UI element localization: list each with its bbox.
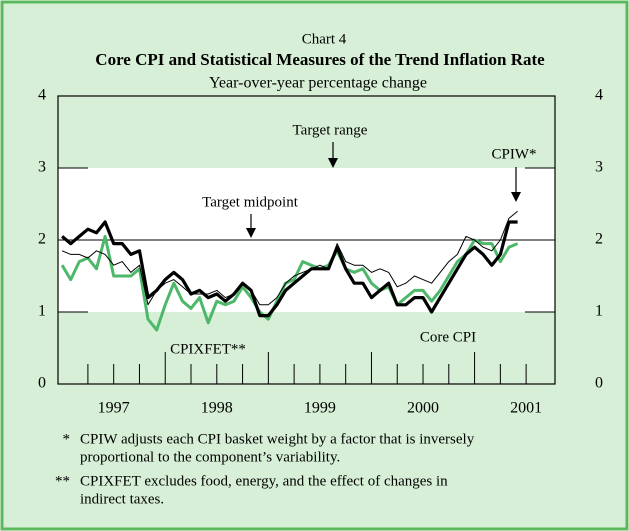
series-line <box>61 220 518 318</box>
y2-tick-label: 2 <box>595 231 603 248</box>
arrow <box>246 214 256 238</box>
note-marker: ** <box>55 473 70 489</box>
note-text: proportional to the component’s variabil… <box>80 449 340 465</box>
arrow <box>511 167 521 202</box>
arrow <box>328 142 338 168</box>
notes: * CPIW adjusts each CPI basket weight by … <box>55 431 475 507</box>
annotation: Target midpoint <box>202 194 299 210</box>
x-tick-label: 1997 <box>98 400 130 417</box>
series-line <box>60 234 519 332</box>
y-tick-label: 1 <box>38 303 46 320</box>
x-tick-label: 1998 <box>201 400 233 417</box>
y-tick-label: 4 <box>38 87 46 104</box>
chart-subtitle: Year-over-year percentage change <box>209 75 427 92</box>
y-tick-label: 3 <box>38 159 46 176</box>
x-tick-label: 2001 <box>510 400 542 417</box>
series-label: CPIW* <box>492 146 537 162</box>
y-tick-label: 2 <box>38 231 46 248</box>
chart-label: Chart 4 <box>302 31 347 47</box>
annotation: Target range <box>293 122 368 138</box>
series-line <box>61 210 518 306</box>
y2-tick-label: 0 <box>595 375 603 392</box>
series-label: CPIXFET** <box>170 341 246 357</box>
note-marker: * <box>63 431 71 447</box>
y-tick-label: 0 <box>38 375 46 392</box>
x-tick-label: 1999 <box>304 400 336 417</box>
x-tick-label: 2000 <box>407 400 439 417</box>
y2-tick-label: 4 <box>595 87 603 104</box>
y2-tick-label: 1 <box>595 303 603 320</box>
plot-border <box>57 95 556 385</box>
note-text: CPIXFET excludes food, energy, and the e… <box>80 473 448 489</box>
plot: 0 0 1 1 2 2 3 3 4 4 1997 1998 1999 2000 2001 CPIXFET** C… <box>38 87 603 417</box>
note-text: indirect taxes. <box>80 491 164 507</box>
note-text: CPIW adjusts each CPI basket weight by a… <box>80 431 475 447</box>
y2-tick-label: 3 <box>595 159 603 176</box>
chart-title: Core CPI and Statistical Measures of the… <box>95 50 545 69</box>
series-label: Core CPI <box>420 329 476 345</box>
